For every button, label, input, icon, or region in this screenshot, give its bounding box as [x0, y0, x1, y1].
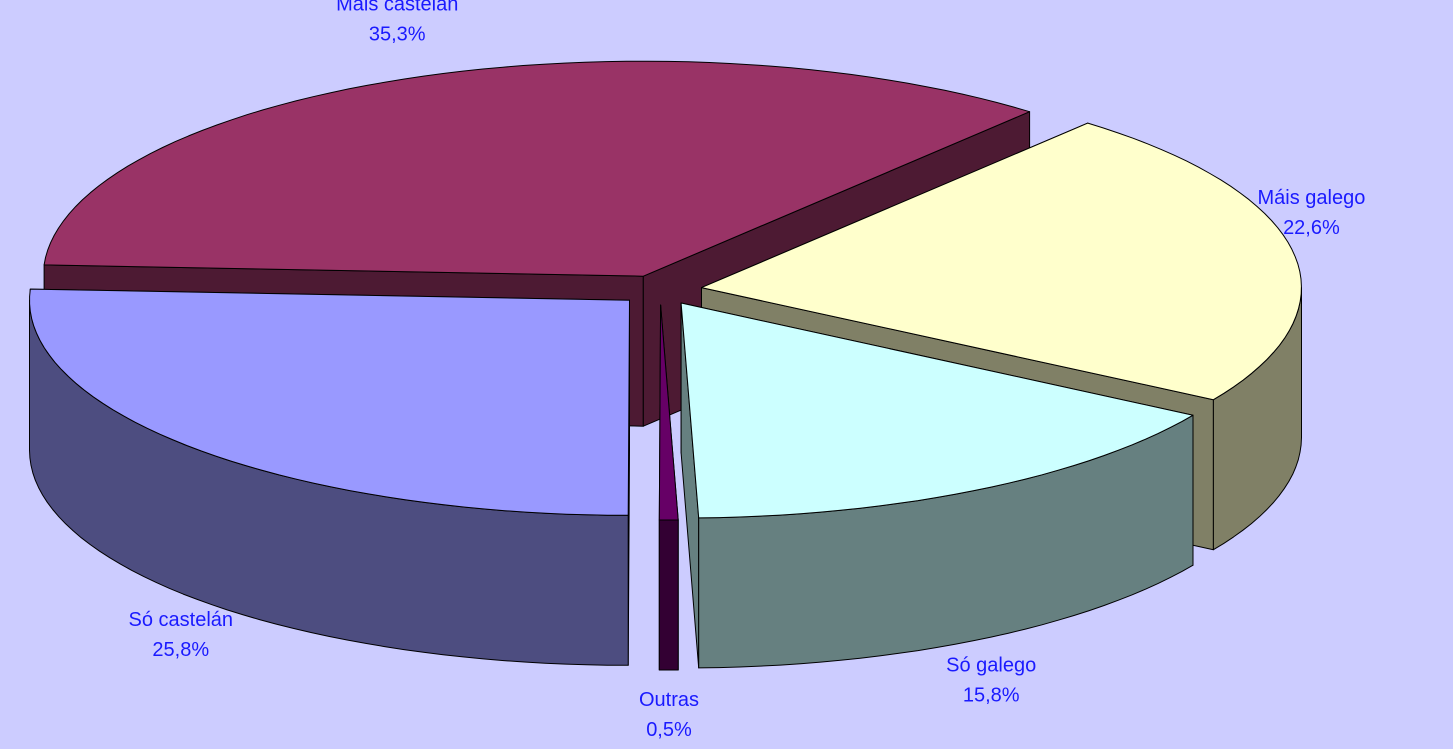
slice-top [658, 304, 679, 521]
slice-label: Máis castelán [336, 0, 458, 15]
slice-value-label: 15,8% [963, 684, 1020, 706]
slice-wall [658, 519, 679, 671]
slice [658, 304, 679, 671]
slice-top [29, 288, 630, 516]
slice-value-label: 35,3% [369, 23, 426, 45]
slice [29, 288, 630, 666]
slice-label: Só castelán [129, 609, 234, 631]
slice-label: Máis galego [1258, 187, 1366, 209]
slice-value-label: 22,6% [1283, 217, 1340, 239]
slice-top [701, 122, 1302, 401]
slice-top [43, 60, 1031, 277]
slice-top [680, 302, 1194, 519]
slice-value-label: 25,8% [152, 639, 209, 661]
slice-label: Só galego [946, 654, 1036, 676]
slice [680, 302, 1194, 669]
slice-label: Outras [639, 689, 699, 711]
slice-value-label: 0,5% [646, 719, 692, 741]
